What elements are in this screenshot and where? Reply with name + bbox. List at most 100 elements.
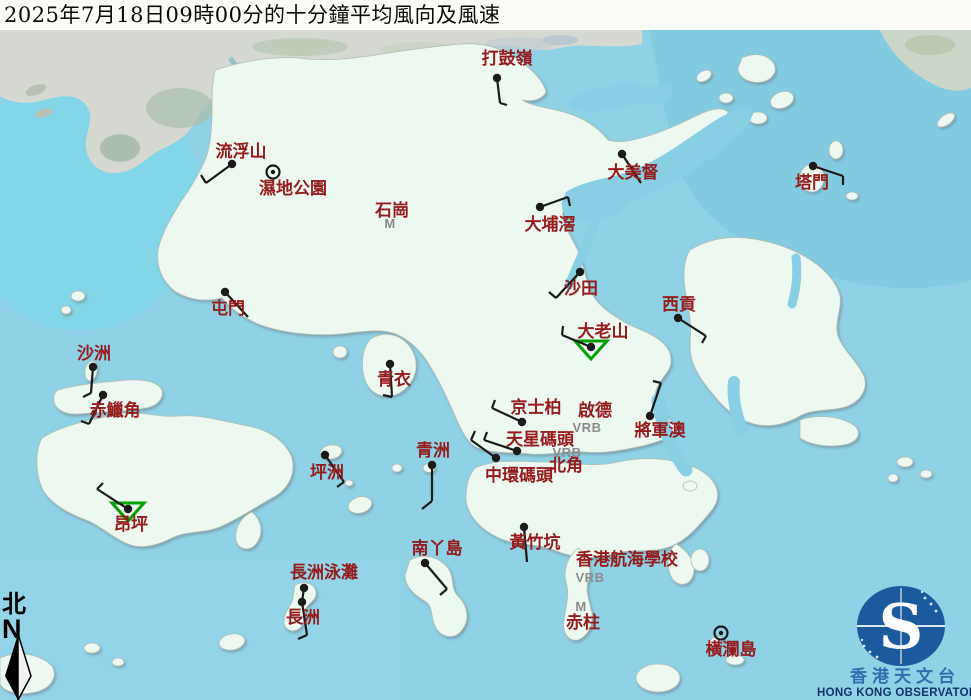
hko-monogram: S <box>879 590 924 663</box>
station-label-central-pier: 中環碼頭 <box>485 465 554 486</box>
wind-barb-shaft <box>491 407 523 423</box>
calm-wind-ring-icon <box>713 625 729 641</box>
station-lau-fau-shan: 流浮山 <box>200 141 267 184</box>
station-label-kai-tak: 啟德 <box>578 400 612 421</box>
wind-barb-shaft <box>89 366 95 394</box>
station-wetland-park: 濕地公園 <box>259 164 327 199</box>
wind-barb-tick <box>96 482 104 490</box>
north-compass: 北 N <box>2 589 32 700</box>
high-level-station-flag-icon <box>108 501 148 524</box>
station-label-tai-po-kau: 大埔滘 <box>525 214 576 235</box>
station-label-wong-chuk-hang: 黃竹坑 <box>509 532 561 553</box>
station-label-tsing-yi: 青衣 <box>377 369 411 390</box>
lantau-island <box>36 412 294 547</box>
station-label-stanley: 赤柱 <box>566 612 600 633</box>
water-channels <box>561 84 802 477</box>
station-dot-icon <box>227 159 237 169</box>
station-stanley: 赤柱M <box>566 599 600 633</box>
airport-island <box>53 379 163 415</box>
wind-barb-shaft <box>812 164 844 178</box>
station-status-shek-kong: M <box>384 216 395 231</box>
station-central-pier: 中環碼頭 <box>469 430 554 486</box>
chi-ma-wan <box>235 511 262 550</box>
station-label-sha-chau: 沙洲 <box>77 344 111 364</box>
junk-bay-inlet <box>651 393 693 477</box>
hko-logo: S 香港天文台 HONG KONG OBSERVATORY <box>817 586 971 699</box>
station-label-tai-mei-tuk: 大美督 <box>608 162 659 183</box>
wind-barb-tick <box>421 500 433 510</box>
station-sha-chau: 沙洲 <box>77 344 111 398</box>
station-tsing-yi: 青衣 <box>377 359 411 399</box>
station-dot-icon <box>492 73 502 83</box>
station-tates-cairn: 大老山 <box>560 321 629 362</box>
wind-barb-tick <box>382 393 393 399</box>
station-dot-icon <box>88 362 98 372</box>
wind-barb-tick <box>82 392 92 398</box>
station-dot-icon <box>491 453 501 463</box>
wind-barb-tick <box>336 481 345 488</box>
station-shek-kong: 石崗M <box>374 201 409 231</box>
station-dot-icon <box>808 161 818 171</box>
station-dot-icon <box>645 411 655 421</box>
starling-inlet <box>568 84 652 112</box>
station-sai-kung: 西貢 <box>662 295 707 344</box>
wind-barb-tick <box>548 291 557 299</box>
station-dot-icon <box>123 504 133 514</box>
station-status-kai-tak: VRB <box>573 420 602 435</box>
station-label-peng-chau: 坪洲 <box>310 463 344 483</box>
station-tap-mun: 塔門 <box>795 161 845 193</box>
wind-barb-tick <box>701 335 707 344</box>
station-label-cheung-chau: 長洲 <box>286 608 320 628</box>
station-label-sha-tin: 沙田 <box>564 279 598 299</box>
station-label-north-point: 北角 <box>549 455 583 476</box>
station-dot-icon <box>617 149 627 159</box>
station-dot-icon <box>385 359 395 369</box>
station-dot-icon <box>297 597 307 607</box>
wind-barb-tick <box>80 419 90 426</box>
map-title: 2025年7月18日09時00分的十分鐘平均風向及風速 <box>4 3 501 27</box>
station-tai-po-kau: 大埔滘 <box>525 195 576 235</box>
station-dot-icon <box>575 267 585 277</box>
wind-barb-tick <box>200 174 207 184</box>
wind-barb-shaft <box>483 438 518 453</box>
wind-barb-shaft <box>324 454 345 483</box>
high-level-station-flag-icon <box>571 339 611 362</box>
wind-barb-shaft <box>424 562 448 590</box>
wind-barb-tick <box>560 325 565 336</box>
station-dot-icon <box>586 342 596 352</box>
wind-barb-tick <box>439 588 448 596</box>
wind-barb-tick <box>652 379 662 385</box>
wind-barb-tick <box>469 430 477 441</box>
wind-barb-tick <box>566 196 572 207</box>
wind-barb-shaft <box>300 601 309 636</box>
station-label-tseung-kwan-o: 將軍澳 <box>635 420 687 441</box>
wind-barb-tick <box>297 633 308 641</box>
wind-barb-shaft <box>522 526 529 563</box>
station-dot-icon <box>512 446 522 456</box>
wind-barb-tick <box>499 101 508 107</box>
wind-barb-shaft <box>470 439 497 459</box>
station-tai-mei-tuk: 大美督 <box>608 149 659 184</box>
north-arrow-icon-right <box>17 633 32 700</box>
station-tuen-mun: 屯門 <box>211 287 249 319</box>
station-dot-icon <box>535 202 545 212</box>
compass-hanzi: 北 <box>2 589 26 618</box>
wind-barb-shaft <box>96 488 129 510</box>
station-star-ferry-pier: 天星碼頭 <box>482 430 575 456</box>
station-dot-icon <box>427 460 437 470</box>
station-label-tuen-mun: 屯門 <box>211 298 245 319</box>
station-label-green-island: 青洲 <box>416 440 450 461</box>
stanley-peninsula <box>563 547 593 641</box>
north-arrow-icon <box>5 634 18 700</box>
station-dot-icon <box>519 522 529 532</box>
station-sha-tin: 沙田 <box>548 267 598 299</box>
calm-wind-ring-icon <box>265 164 281 180</box>
station-lamma-island: 南丫島 <box>412 538 463 596</box>
station-status-stanley: M <box>575 599 586 614</box>
wind-barb-shaft <box>205 163 233 184</box>
wind-barb-shaft <box>555 271 581 299</box>
